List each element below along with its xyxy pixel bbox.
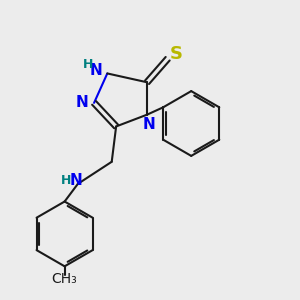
Text: N: N xyxy=(75,95,88,110)
Text: N: N xyxy=(142,118,155,133)
Text: CH₃: CH₃ xyxy=(52,272,77,286)
Text: H: H xyxy=(83,58,93,71)
Text: N: N xyxy=(90,63,103,78)
Text: S: S xyxy=(170,45,183,63)
Text: H: H xyxy=(61,174,71,187)
Text: N: N xyxy=(69,173,82,188)
